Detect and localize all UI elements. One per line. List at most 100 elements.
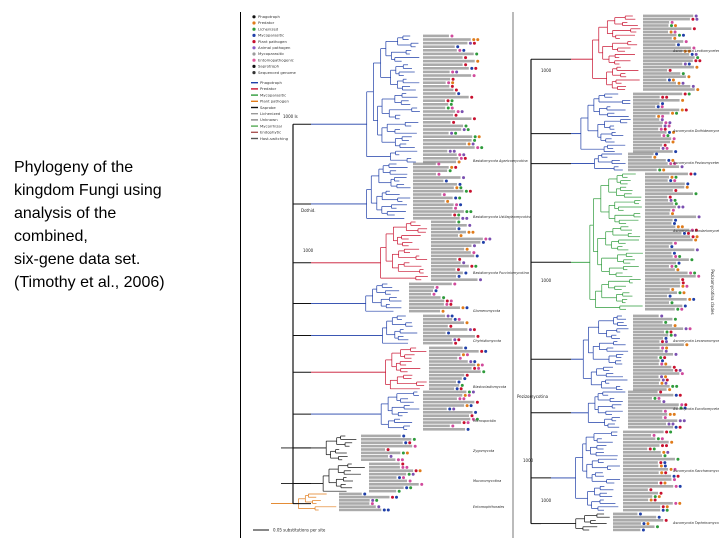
trait-dot bbox=[454, 165, 458, 169]
trait-dot bbox=[481, 240, 485, 244]
taxon-label bbox=[423, 331, 446, 335]
taxon-label bbox=[628, 416, 663, 419]
trait-dot bbox=[674, 255, 678, 258]
trait-dot bbox=[457, 274, 461, 278]
trait-dot bbox=[698, 59, 702, 63]
trait-dot bbox=[391, 495, 395, 499]
trait-dot bbox=[673, 317, 677, 321]
trait-dot bbox=[476, 38, 480, 42]
trait-dot bbox=[386, 448, 390, 452]
taxon-label bbox=[645, 304, 683, 308]
taxon-label bbox=[413, 179, 444, 183]
trait-dot bbox=[450, 34, 454, 38]
trait-dot bbox=[472, 251, 476, 255]
trait-dot bbox=[465, 373, 469, 377]
trait-dot bbox=[434, 289, 438, 293]
taxon-label bbox=[423, 59, 475, 63]
trait-dot bbox=[669, 430, 673, 434]
taxon-label bbox=[413, 203, 454, 206]
trait-dot bbox=[687, 62, 691, 66]
taxon-label bbox=[645, 185, 685, 189]
trait-dot bbox=[683, 406, 687, 410]
trait-dot bbox=[458, 397, 462, 401]
trait-dot bbox=[663, 461, 667, 465]
taxon-label bbox=[645, 199, 669, 202]
trait-dot bbox=[665, 508, 669, 512]
taxon-label bbox=[613, 512, 638, 516]
trait-dot bbox=[389, 454, 393, 458]
trait-dot bbox=[659, 481, 663, 485]
trait-dot bbox=[447, 81, 451, 85]
trait-dot bbox=[690, 52, 694, 56]
taxon-label bbox=[633, 381, 659, 385]
taxon-label bbox=[613, 519, 664, 522]
trait-dot bbox=[694, 14, 698, 18]
trait-dot bbox=[678, 291, 682, 295]
trait-dot bbox=[673, 179, 677, 183]
taxon-label bbox=[409, 282, 452, 286]
taxon-label bbox=[431, 261, 461, 264]
trait-dot bbox=[672, 251, 676, 255]
taxon-label bbox=[633, 127, 659, 131]
trait-dot bbox=[661, 102, 665, 106]
taxon-label bbox=[633, 321, 663, 324]
legend-item: Plant pathogen bbox=[260, 99, 289, 104]
taxon-label bbox=[423, 117, 472, 120]
taxon-label bbox=[633, 340, 660, 343]
trait-dot bbox=[466, 427, 470, 431]
trait-dot bbox=[690, 228, 694, 232]
group-label: Ascomycota Eurotiomycetes bbox=[672, 407, 719, 411]
trait-dot bbox=[407, 472, 411, 476]
trait-dot bbox=[484, 237, 488, 241]
trait-dot bbox=[475, 254, 479, 258]
taxon-label bbox=[645, 205, 676, 209]
taxon-label bbox=[413, 169, 448, 172]
group-label: Glomeromycota bbox=[473, 309, 500, 313]
trait-dot bbox=[638, 512, 642, 516]
group-label: Mucoromycotina bbox=[473, 479, 501, 483]
legend-item: Endophytic bbox=[260, 130, 281, 135]
taxon-label bbox=[413, 200, 445, 203]
trait-dot bbox=[470, 66, 474, 70]
taxon-label bbox=[423, 139, 472, 142]
taxon-label bbox=[423, 314, 446, 318]
trait-dot bbox=[475, 417, 479, 421]
taxon-label bbox=[633, 330, 665, 334]
trait-dot bbox=[468, 223, 472, 227]
trait-dot bbox=[683, 49, 687, 53]
taxon-label bbox=[633, 99, 680, 102]
trait-dot bbox=[459, 156, 463, 160]
taxon-label bbox=[423, 341, 453, 345]
trait-dot bbox=[665, 146, 669, 150]
trait-dot bbox=[437, 172, 441, 176]
trait-dot bbox=[688, 297, 692, 301]
trait-dot bbox=[663, 143, 667, 147]
trait-dot bbox=[691, 17, 695, 21]
trait-dot bbox=[696, 56, 700, 60]
trait-dot bbox=[674, 425, 678, 429]
taxon-label bbox=[423, 157, 459, 160]
taxon-label bbox=[633, 378, 661, 382]
trait-dot bbox=[661, 346, 665, 350]
taxon-label bbox=[429, 363, 476, 367]
taxon-label bbox=[429, 356, 458, 360]
taxon-label bbox=[633, 147, 661, 150]
trait-dot bbox=[457, 213, 461, 217]
legend-dot bbox=[252, 40, 256, 44]
trait-dot bbox=[661, 378, 665, 382]
trait-dot bbox=[668, 388, 672, 392]
trait-dot bbox=[370, 502, 374, 506]
trait-dot bbox=[465, 353, 469, 357]
trait-dot bbox=[678, 425, 682, 429]
taxon-label bbox=[645, 261, 677, 265]
group-label: Ascomycota Saccharomycotina bbox=[672, 469, 719, 473]
taxon-label bbox=[645, 179, 668, 182]
taxon-label bbox=[423, 421, 462, 424]
trait-dot bbox=[675, 384, 679, 388]
taxon-label bbox=[423, 149, 448, 153]
trait-dot bbox=[680, 108, 684, 112]
taxon-label bbox=[623, 461, 658, 464]
trait-dot bbox=[678, 484, 682, 488]
taxon-label bbox=[423, 63, 463, 66]
trait-dot bbox=[669, 179, 673, 183]
